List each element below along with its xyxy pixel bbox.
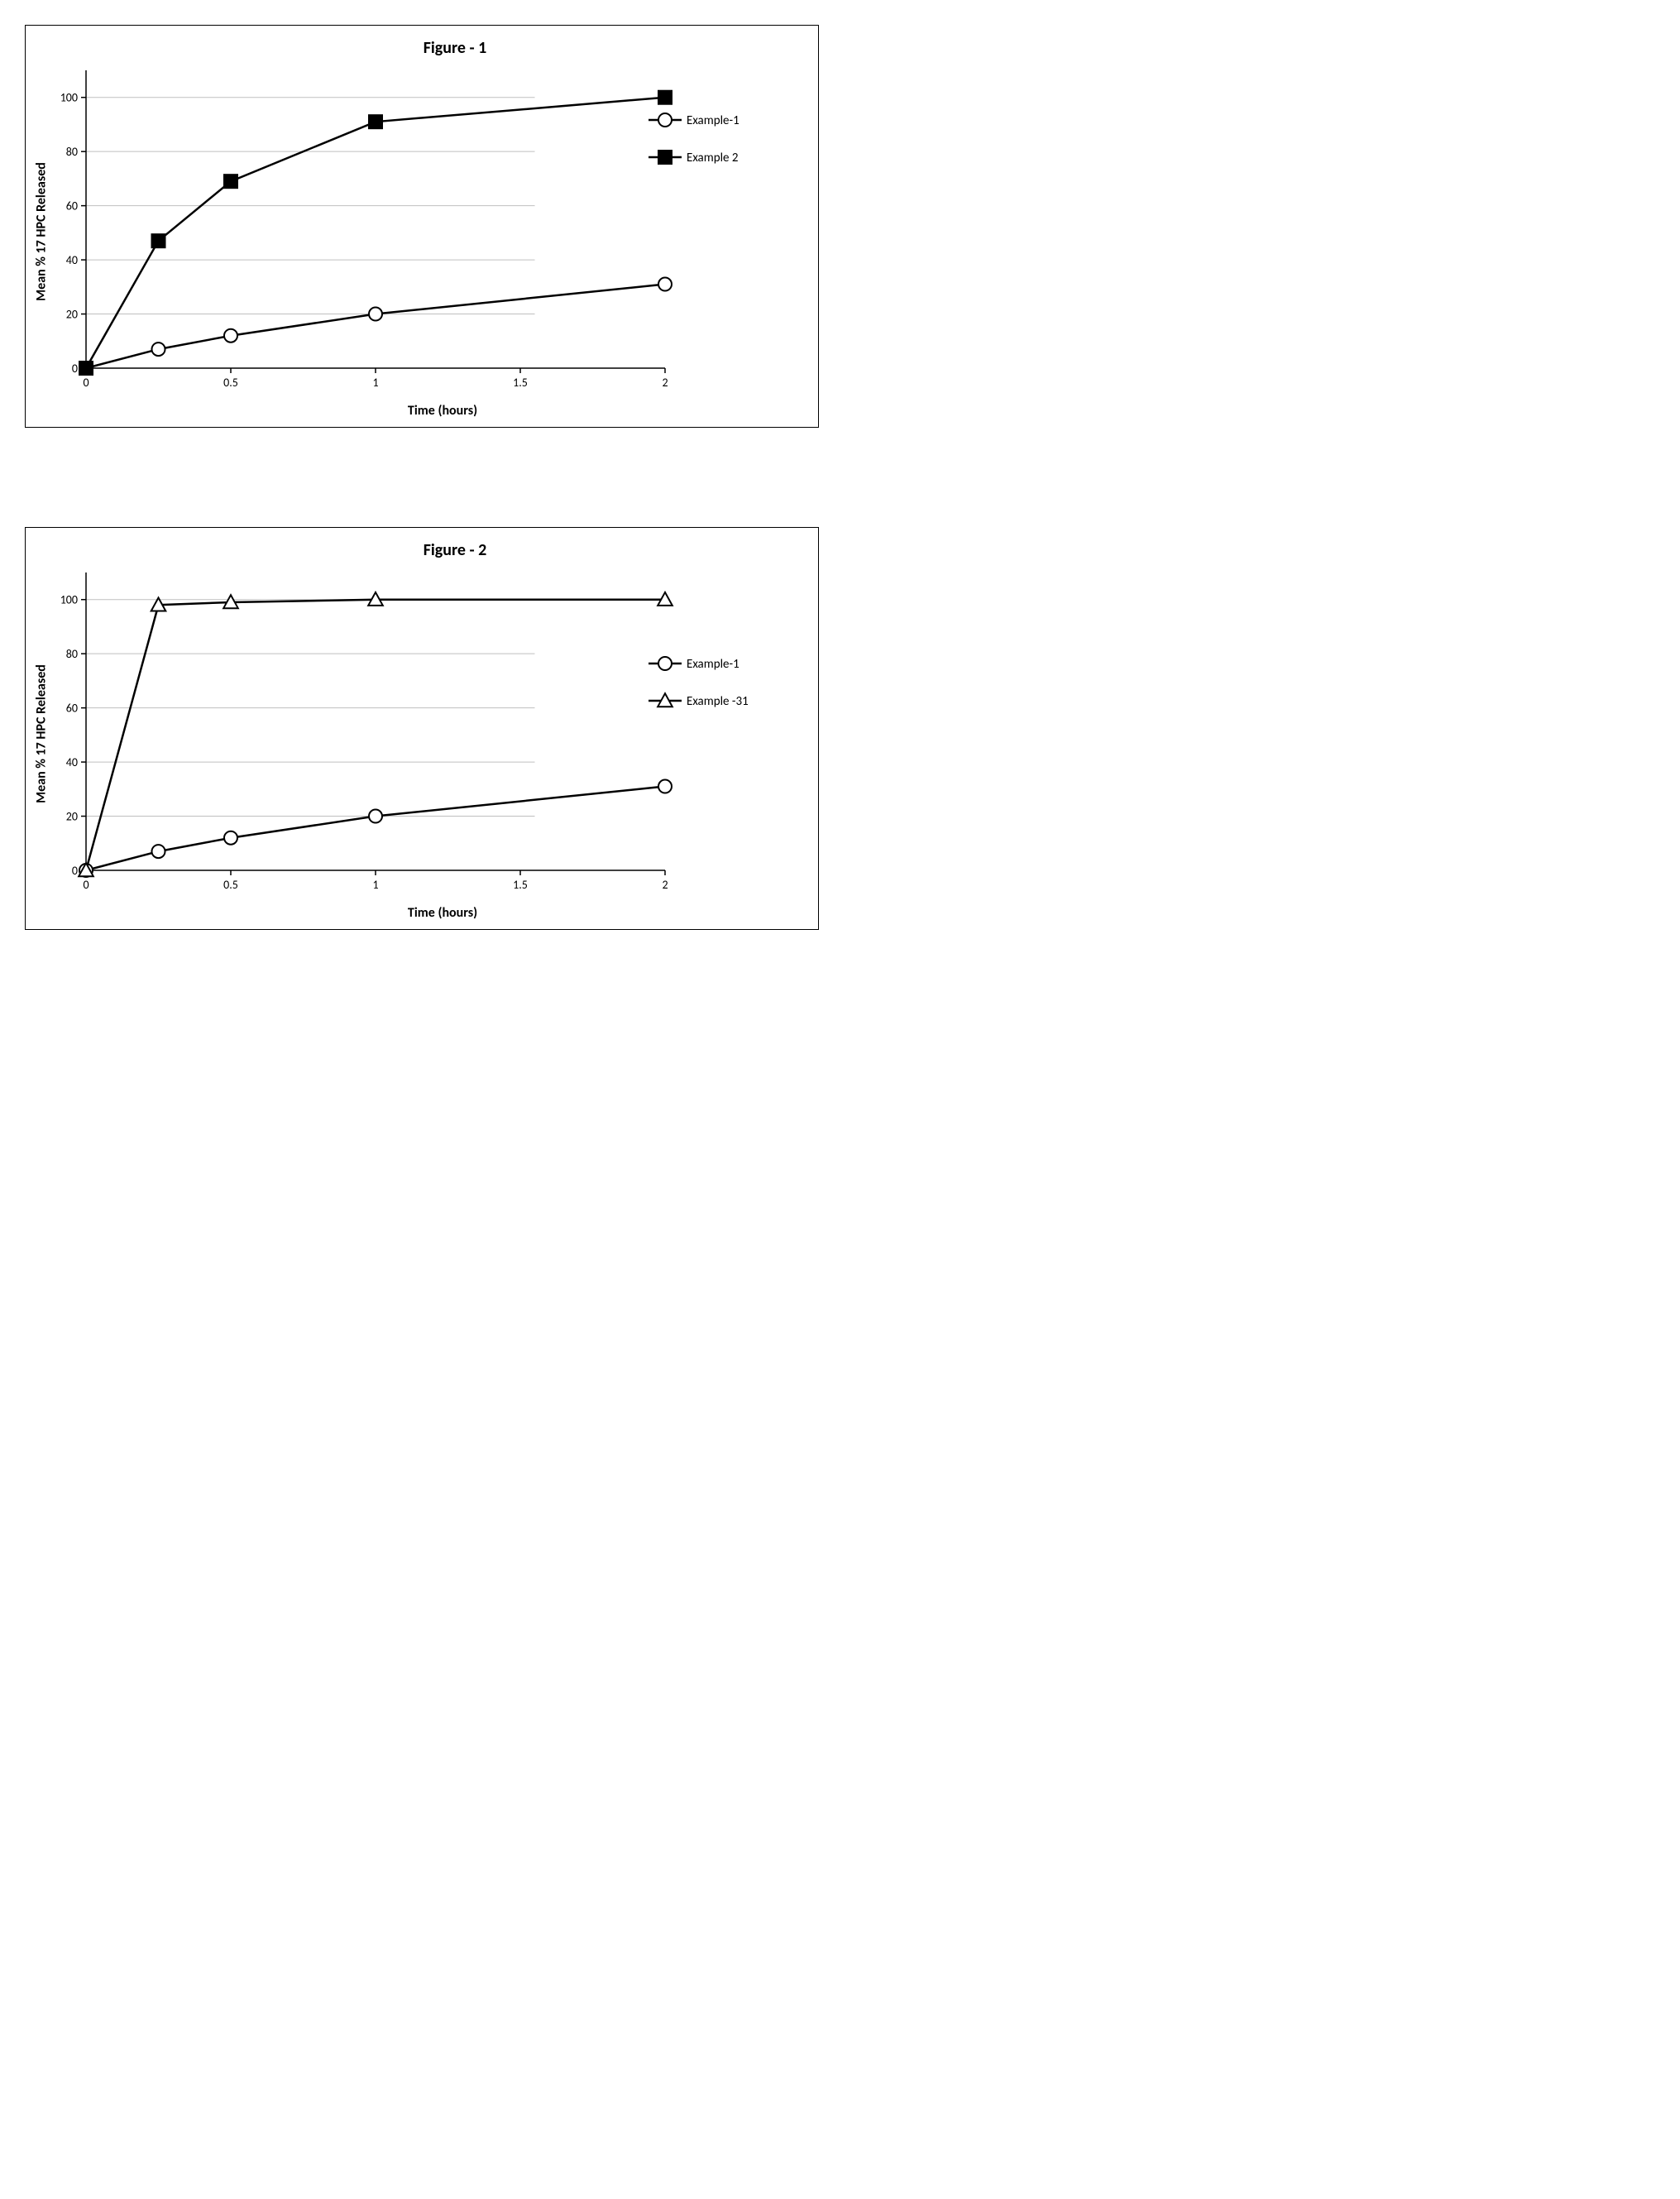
y-tick-label: 100 <box>60 91 78 105</box>
series-marker <box>369 308 382 321</box>
series-marker <box>152 845 165 858</box>
series-marker <box>152 234 165 247</box>
y-tick-label: 20 <box>66 308 78 322</box>
y-tick-label: 40 <box>66 253 78 267</box>
series-marker <box>79 362 93 375</box>
x-tick-label: 1 <box>372 376 378 390</box>
series-line <box>86 285 665 368</box>
y-tick-label: 80 <box>66 647 78 661</box>
x-tick-label: 1.5 <box>513 878 528 892</box>
x-axis-label: Time (hours) <box>79 403 806 419</box>
chart-panel: Figure - 1Mean % 17 HPC Released00.511.5… <box>25 25 819 428</box>
series-line <box>86 98 665 368</box>
chart-title: Figure - 2 <box>104 540 806 560</box>
legend-label: Example-1 <box>687 113 739 128</box>
series-marker <box>658 91 672 104</box>
y-tick-label: 40 <box>66 755 78 769</box>
y-tick-label: 0 <box>72 864 78 878</box>
series-marker <box>658 780 672 793</box>
series-marker <box>224 831 237 845</box>
chart-svg: 00.511.52020406080100Example-1Example 2 <box>45 62 806 401</box>
chart-title: Figure - 1 <box>104 38 806 58</box>
series-line <box>86 787 665 870</box>
series-marker <box>152 343 165 356</box>
legend-marker <box>658 113 672 127</box>
y-tick-label: 60 <box>66 199 78 213</box>
legend-marker <box>658 151 672 164</box>
x-tick-label: 1 <box>372 878 378 892</box>
legend-marker <box>658 657 672 670</box>
legend-label: Example 2 <box>687 151 739 165</box>
series-marker <box>224 175 237 188</box>
chart-panel: Figure - 2Mean % 17 HPC Released00.511.5… <box>25 527 819 930</box>
y-tick-label: 60 <box>66 702 78 716</box>
series-marker <box>369 810 382 823</box>
y-tick-label: 0 <box>72 362 78 376</box>
series-marker <box>369 115 382 128</box>
legend-label: Example-1 <box>687 657 739 672</box>
x-tick-label: 0.5 <box>223 878 238 892</box>
x-tick-label: 0 <box>83 878 89 892</box>
series-marker <box>658 278 672 291</box>
x-tick-label: 1.5 <box>513 376 528 390</box>
x-tick-label: 0 <box>83 376 89 390</box>
x-tick-label: 2 <box>662 878 668 892</box>
series-line <box>86 600 665 870</box>
chart-svg: 00.511.52020406080100Example-1Example -3… <box>45 564 806 903</box>
x-axis-label: Time (hours) <box>79 905 806 921</box>
y-tick-label: 20 <box>66 810 78 824</box>
series-marker <box>224 329 237 343</box>
x-tick-label: 2 <box>662 376 668 390</box>
legend-label: Example -31 <box>687 694 749 709</box>
x-tick-label: 0.5 <box>223 376 238 390</box>
y-tick-label: 80 <box>66 145 78 159</box>
y-tick-label: 100 <box>60 593 78 607</box>
